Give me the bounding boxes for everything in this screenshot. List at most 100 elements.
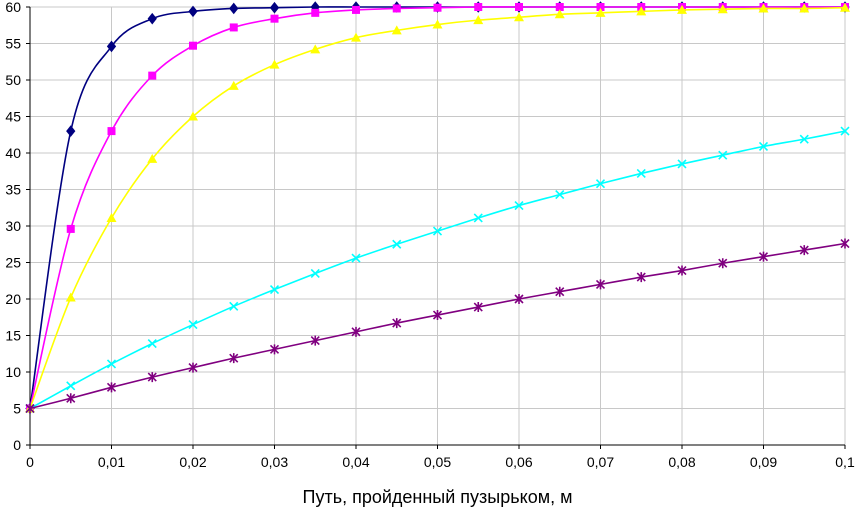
- data-point: [514, 12, 524, 22]
- x-tick-label: 0,05: [424, 454, 451, 470]
- x-tick-label: 0,06: [505, 454, 532, 470]
- data-point: [229, 353, 239, 364]
- data-point: [229, 2, 239, 15]
- x-tick-label: 0,04: [342, 454, 369, 470]
- data-point: [147, 153, 158, 163]
- x-tick-label: 0,01: [98, 454, 125, 470]
- data-point: [66, 224, 75, 233]
- x-tick-label: 0,07: [587, 454, 614, 470]
- data-point: [269, 284, 280, 295]
- data-point: [677, 159, 687, 169]
- data-point: [473, 213, 483, 223]
- data-point: [188, 5, 198, 18]
- data-point: [636, 272, 646, 283]
- x-tick-label: 0: [26, 454, 34, 470]
- data-point: [514, 294, 524, 304]
- data-point: [555, 3, 564, 11]
- data-point: [840, 2, 850, 12]
- data-point: [229, 301, 239, 311]
- y-tick-label: 40: [5, 145, 21, 161]
- data-point: [799, 245, 809, 256]
- data-point: [269, 59, 280, 69]
- data-point: [596, 3, 605, 11]
- y-tick-label: 60: [5, 0, 21, 15]
- data-point: [840, 126, 850, 136]
- data-point: [269, 344, 280, 355]
- data-point: [310, 268, 320, 279]
- y-tick-label: 35: [5, 182, 21, 198]
- data-point: [351, 253, 361, 263]
- data-point: [107, 127, 116, 136]
- data-point: [554, 9, 565, 19]
- series-layer: [25, 1, 850, 415]
- y-tick-label: 25: [5, 255, 21, 271]
- data-point: [474, 3, 483, 11]
- x-tick-label: 0,09: [750, 454, 777, 470]
- data-point: [228, 80, 239, 90]
- y-tick-label: 30: [5, 218, 21, 234]
- data-point: [515, 3, 523, 11]
- data-point: [310, 335, 320, 346]
- data-point: [66, 125, 76, 137]
- data-point: [147, 338, 157, 349]
- data-point: [717, 4, 728, 14]
- data-point: [758, 251, 769, 262]
- data-point: [351, 32, 361, 42]
- y-tick-label: 50: [5, 72, 21, 88]
- data-point: [840, 238, 850, 249]
- data-point: [718, 150, 728, 160]
- data-point: [66, 381, 76, 391]
- data-point: [595, 279, 606, 290]
- series-3: [25, 2, 850, 413]
- series-5: [25, 238, 850, 414]
- x-tick-label: 0,02: [179, 454, 206, 470]
- data-point: [392, 4, 401, 13]
- data-point: [432, 310, 443, 321]
- data-point: [677, 265, 687, 276]
- y-tick-label: 5: [13, 401, 21, 417]
- data-point: [311, 8, 320, 17]
- data-point: [351, 326, 361, 337]
- data-point: [106, 212, 117, 222]
- data-point: [188, 111, 198, 121]
- data-point: [352, 5, 360, 14]
- y-tick-label: 55: [5, 36, 21, 52]
- data-point: [799, 3, 810, 13]
- data-point: [188, 319, 198, 330]
- x-tick-label: 0,1: [835, 454, 855, 470]
- data-point: [106, 382, 117, 393]
- data-point: [555, 190, 565, 200]
- series-4: [25, 126, 850, 414]
- data-point: [758, 141, 769, 151]
- data-point: [147, 12, 157, 25]
- data-point: [555, 286, 565, 297]
- data-point: [66, 393, 76, 404]
- data-point: [514, 200, 524, 211]
- data-point: [25, 403, 35, 414]
- y-tick-label: 0: [13, 437, 21, 453]
- data-point: [188, 362, 198, 373]
- data-point: [473, 15, 484, 25]
- data-point: [106, 359, 117, 369]
- data-point: [432, 226, 443, 236]
- data-point: [433, 3, 442, 12]
- data-point: [677, 4, 687, 14]
- y-tick-label: 15: [5, 328, 21, 344]
- data-point: [147, 372, 157, 383]
- data-point: [595, 7, 606, 17]
- data-point: [310, 44, 321, 54]
- data-point: [758, 3, 769, 13]
- x-tick-label: 0,03: [261, 454, 288, 470]
- data-point: [432, 19, 443, 29]
- data-point: [392, 239, 402, 249]
- y-tick-label: 10: [5, 364, 21, 380]
- data-point: [595, 179, 606, 189]
- data-point: [636, 168, 646, 179]
- y-tick-label: 20: [5, 291, 21, 307]
- data-point: [148, 71, 157, 80]
- data-point: [106, 40, 117, 53]
- tick-labels: 0 0,01 0,02 0,03 0,04 0,05 0,06 0,07 0,08 0,09 0,1…: [5, 0, 855, 470]
- data-point: [636, 6, 647, 16]
- data-point: [269, 1, 280, 14]
